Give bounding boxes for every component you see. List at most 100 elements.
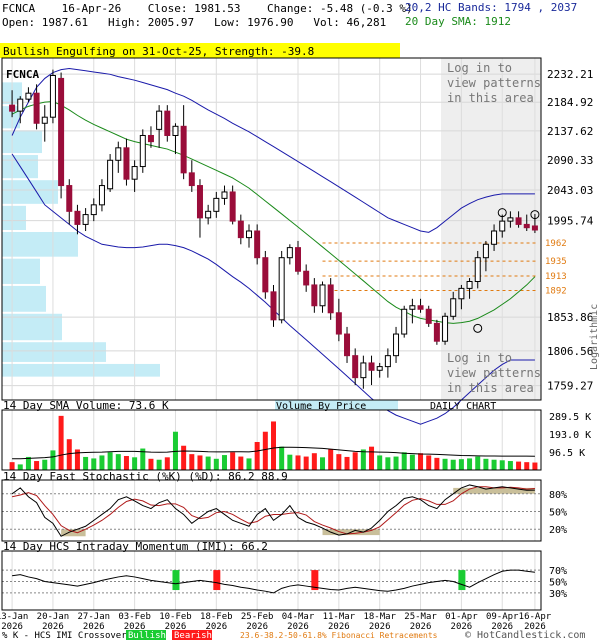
volume-bar bbox=[328, 449, 334, 470]
date-tick-label: 20-Jan bbox=[37, 612, 70, 622]
login-note-bottom: in this area bbox=[447, 381, 534, 395]
candle bbox=[278, 257, 285, 321]
price-tick-label: 2184.92 bbox=[547, 96, 593, 109]
candle bbox=[515, 217, 522, 225]
candle bbox=[115, 147, 122, 161]
price-panel-frame bbox=[1, 57, 542, 401]
volume-bar bbox=[83, 456, 89, 470]
volume-bar bbox=[352, 452, 358, 470]
symbol-watermark: FCNCA bbox=[6, 68, 39, 81]
volume-bar bbox=[491, 459, 497, 470]
volume-bar bbox=[58, 415, 64, 470]
candle bbox=[196, 185, 203, 219]
volume-bar bbox=[254, 442, 260, 470]
volume-bar bbox=[377, 455, 383, 470]
candle bbox=[491, 230, 498, 245]
footer-bullish-label: Bullish bbox=[128, 631, 166, 640]
fib-level-label: 1962 bbox=[545, 239, 567, 249]
volume-bar bbox=[197, 455, 203, 470]
volume-bar bbox=[344, 456, 350, 470]
stochastic-panel-frame bbox=[1, 479, 542, 542]
volume-bar bbox=[271, 421, 276, 470]
volume-by-price-bar bbox=[2, 205, 26, 230]
close-label: Close: bbox=[147, 2, 188, 15]
candle bbox=[245, 230, 252, 239]
date-tick-label: 25-Mar bbox=[404, 612, 437, 622]
candle bbox=[523, 223, 530, 229]
volume-bar bbox=[42, 459, 48, 470]
volume-by-price-bar bbox=[2, 258, 40, 284]
volume-bar bbox=[483, 458, 489, 470]
volume-bar bbox=[450, 459, 456, 470]
candle bbox=[90, 204, 97, 216]
volume-sma-line bbox=[12, 446, 535, 460]
volume-bar bbox=[418, 453, 424, 470]
volume-bar bbox=[238, 456, 244, 470]
date-tick-label: 13-Jan bbox=[0, 612, 28, 622]
volume-bar bbox=[205, 456, 211, 470]
volume-bar bbox=[426, 455, 432, 470]
pattern-marker-circle bbox=[473, 323, 483, 333]
volume-bar bbox=[385, 457, 391, 470]
imi-tick-label: 70% bbox=[549, 566, 567, 577]
vol-value: 46,281 bbox=[346, 16, 387, 29]
imi-line bbox=[12, 569, 535, 594]
volume-bar bbox=[320, 457, 326, 470]
volume-tick-label: 193.0 K bbox=[549, 430, 591, 441]
volume-bar bbox=[516, 461, 522, 470]
date-tick-label: 16-Apr bbox=[519, 612, 552, 622]
volume-bar bbox=[401, 452, 407, 470]
candle bbox=[49, 74, 56, 118]
volume-bar bbox=[524, 462, 530, 470]
chart-header: FCNCA 16-Apr-26 Close: 1981.53 Change: -… bbox=[0, 0, 600, 34]
stoch-tick-label: 80% bbox=[549, 490, 567, 501]
candle bbox=[41, 116, 48, 124]
sma-readout: 20 Day SMA: 1912 bbox=[405, 15, 511, 29]
stoch-tick-label: 20% bbox=[549, 525, 567, 536]
date-tick-year: 2026 bbox=[328, 622, 350, 632]
candle bbox=[311, 284, 318, 307]
candle bbox=[384, 355, 391, 368]
vbp-label: Volume By Price bbox=[276, 401, 366, 412]
chart-type-label: DAILY CHART bbox=[430, 401, 496, 412]
footer-fib-label: 23.6-38.2-50-61.8% Fibonacci Retracement… bbox=[240, 631, 438, 640]
change-label: Change: bbox=[266, 2, 314, 15]
low-label: Low: bbox=[213, 16, 241, 29]
open-label: Open: bbox=[2, 16, 36, 29]
volume-bar bbox=[532, 462, 538, 470]
volume-bar bbox=[221, 455, 227, 470]
date-tick-year: 2026 bbox=[124, 622, 146, 632]
volume-bar bbox=[91, 458, 97, 470]
volume-bar bbox=[336, 454, 342, 470]
volume-bar bbox=[164, 457, 170, 470]
pattern-title: Bullish Engulfing on 31-Oct-25, Strength… bbox=[3, 45, 314, 58]
date-tick-year: 2026 bbox=[451, 622, 473, 632]
candle bbox=[17, 98, 24, 112]
candle bbox=[33, 92, 40, 124]
date-tick-year: 2026 bbox=[246, 622, 268, 632]
fib-level-label: 1913 bbox=[545, 272, 567, 282]
volume-bar bbox=[499, 460, 505, 470]
candle bbox=[466, 281, 473, 289]
stoch-d-line bbox=[11, 486, 535, 535]
footer-bearish-label: Bearish bbox=[174, 631, 212, 640]
candle bbox=[376, 366, 383, 371]
login-note-top: in this area bbox=[447, 91, 534, 105]
date-tick-year: 2026 bbox=[165, 622, 187, 632]
date: 16-Apr-26 bbox=[61, 2, 122, 15]
volume-bar bbox=[74, 449, 80, 470]
candle bbox=[303, 270, 310, 286]
candle bbox=[205, 210, 212, 219]
date-tick-label: 11-Mar bbox=[323, 612, 356, 622]
volume-bar bbox=[156, 459, 162, 470]
candle bbox=[393, 333, 400, 357]
volume-bar bbox=[279, 446, 285, 470]
date-tick-label: 01-Apr bbox=[445, 612, 478, 622]
candle bbox=[9, 104, 16, 112]
date-tick-year: 2026 bbox=[1, 622, 23, 632]
candle bbox=[139, 134, 146, 168]
volume-bar bbox=[458, 459, 464, 470]
volume-bar bbox=[132, 457, 138, 470]
volume-bar bbox=[434, 457, 440, 470]
scale-label: Logarithmic bbox=[589, 304, 600, 370]
